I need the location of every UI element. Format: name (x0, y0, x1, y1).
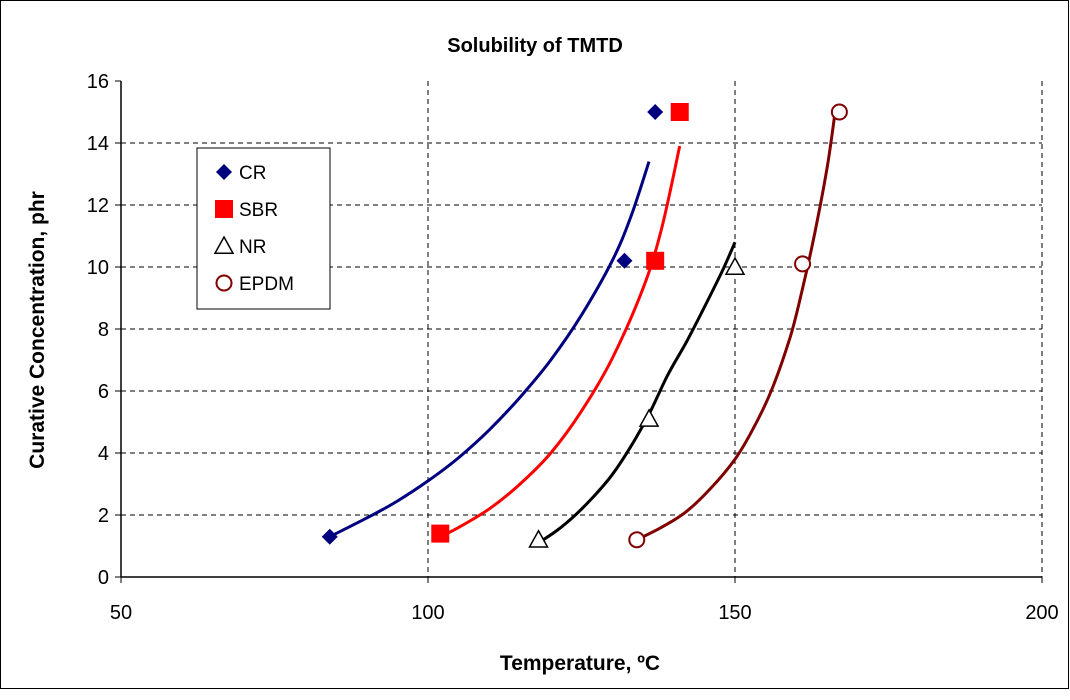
legend-label-sbr: SBR (239, 200, 278, 221)
legend-label-epdm: EPDM (239, 274, 294, 295)
data-point-cr (321, 528, 338, 545)
data-point-sbr (646, 251, 665, 270)
legend: CR SBR NR EPDM (196, 147, 331, 310)
data-point-epdm (830, 103, 848, 121)
data-point-epdm (628, 531, 646, 549)
data-point-sbr (670, 103, 689, 121)
x-tick-label: 50 (110, 602, 132, 624)
data-point-nr (724, 256, 746, 275)
y-tick-label: 6 (98, 381, 109, 403)
data-point-nr (638, 408, 660, 427)
y-tick-label: 16 (87, 71, 109, 93)
data-point-cr (647, 104, 664, 120)
legend-marker-sbr (215, 200, 233, 218)
x-tick-label: 200 (1025, 602, 1058, 624)
legend-label-cr: CR (239, 163, 266, 184)
legend-marker-cr (216, 164, 232, 180)
x-tick-label: 100 (411, 602, 444, 624)
data-point-cr (616, 252, 633, 269)
data-point-nr (528, 529, 549, 548)
trendline-cr (329, 161, 651, 539)
y-tick-label: 4 (98, 443, 109, 465)
legend-label-nr: NR (239, 237, 266, 258)
y-tick-label: 10 (87, 257, 109, 279)
trendline-epdm (636, 111, 837, 542)
trendline-sbr (439, 145, 682, 539)
legend-marker-epdm (215, 274, 233, 292)
y-tick-label: 8 (98, 319, 109, 341)
y-tick-label: 14 (87, 133, 109, 155)
x-tick-label: 150 (718, 602, 751, 624)
x-axis-label: Temperature, ºC (500, 652, 660, 675)
legend-marker-nr (213, 235, 235, 254)
y-tick-label: 0 (98, 567, 109, 589)
y-tick-label: 12 (87, 195, 109, 217)
y-tick-label: 2 (98, 505, 109, 527)
data-point-sbr (431, 524, 450, 543)
y-axis-label: Curative Concentration, phr (26, 191, 49, 469)
data-point-epdm (794, 255, 812, 273)
chart-title: Solubility of TMTD (447, 35, 623, 57)
trendline-nr (537, 241, 737, 545)
